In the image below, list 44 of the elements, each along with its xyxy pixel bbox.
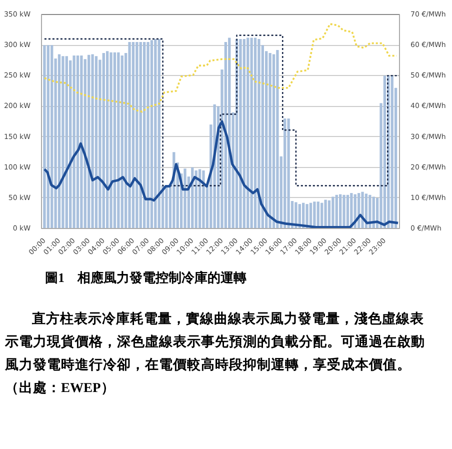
bar	[184, 168, 186, 228]
bar	[132, 42, 135, 228]
text: 直方柱表示冷庫耗電量，實線曲線表示風力發電量，淺色虛線表示電力現貨價格，深色虛線表示事先預測的負載分配。可通過在啟動風力發電時進行冷卻，在電價較高時段抑制運轉，享受成本價值。（出處：EWEP）	[5, 310, 426, 397]
bar	[158, 38, 160, 228]
line-series	[44, 23, 398, 113]
bar	[136, 42, 138, 228]
bar	[62, 56, 64, 228]
bar	[128, 42, 131, 228]
bar	[350, 193, 353, 228]
bar	[250, 38, 253, 228]
bar	[72, 55, 76, 228]
bar	[80, 55, 83, 228]
bar	[50, 45, 54, 228]
bar	[254, 38, 257, 228]
bar	[284, 118, 286, 228]
bar	[268, 53, 272, 228]
bar	[139, 42, 142, 228]
bar	[383, 76, 386, 228]
bar	[239, 38, 242, 228]
bar	[120, 55, 124, 228]
bar	[117, 52, 120, 228]
bar	[154, 38, 157, 228]
bar	[165, 186, 168, 228]
bar	[58, 54, 61, 228]
bar	[76, 55, 80, 228]
bar	[287, 118, 290, 228]
bar	[43, 45, 46, 228]
bar	[242, 38, 246, 228]
bar	[202, 170, 205, 228]
bar	[91, 54, 94, 228]
bar	[146, 42, 150, 228]
bar	[106, 51, 109, 228]
text: 圖1 相應風力發電控制冷庫的運轉	[44, 269, 246, 287]
bar	[102, 53, 105, 228]
bar	[94, 56, 98, 228]
bar	[113, 52, 116, 228]
bar	[258, 38, 260, 228]
bar	[65, 56, 68, 228]
bar	[246, 38, 250, 228]
bar	[150, 40, 154, 228]
bar	[110, 52, 112, 228]
bar	[390, 76, 394, 228]
bar	[276, 50, 279, 228]
bar	[272, 54, 276, 228]
